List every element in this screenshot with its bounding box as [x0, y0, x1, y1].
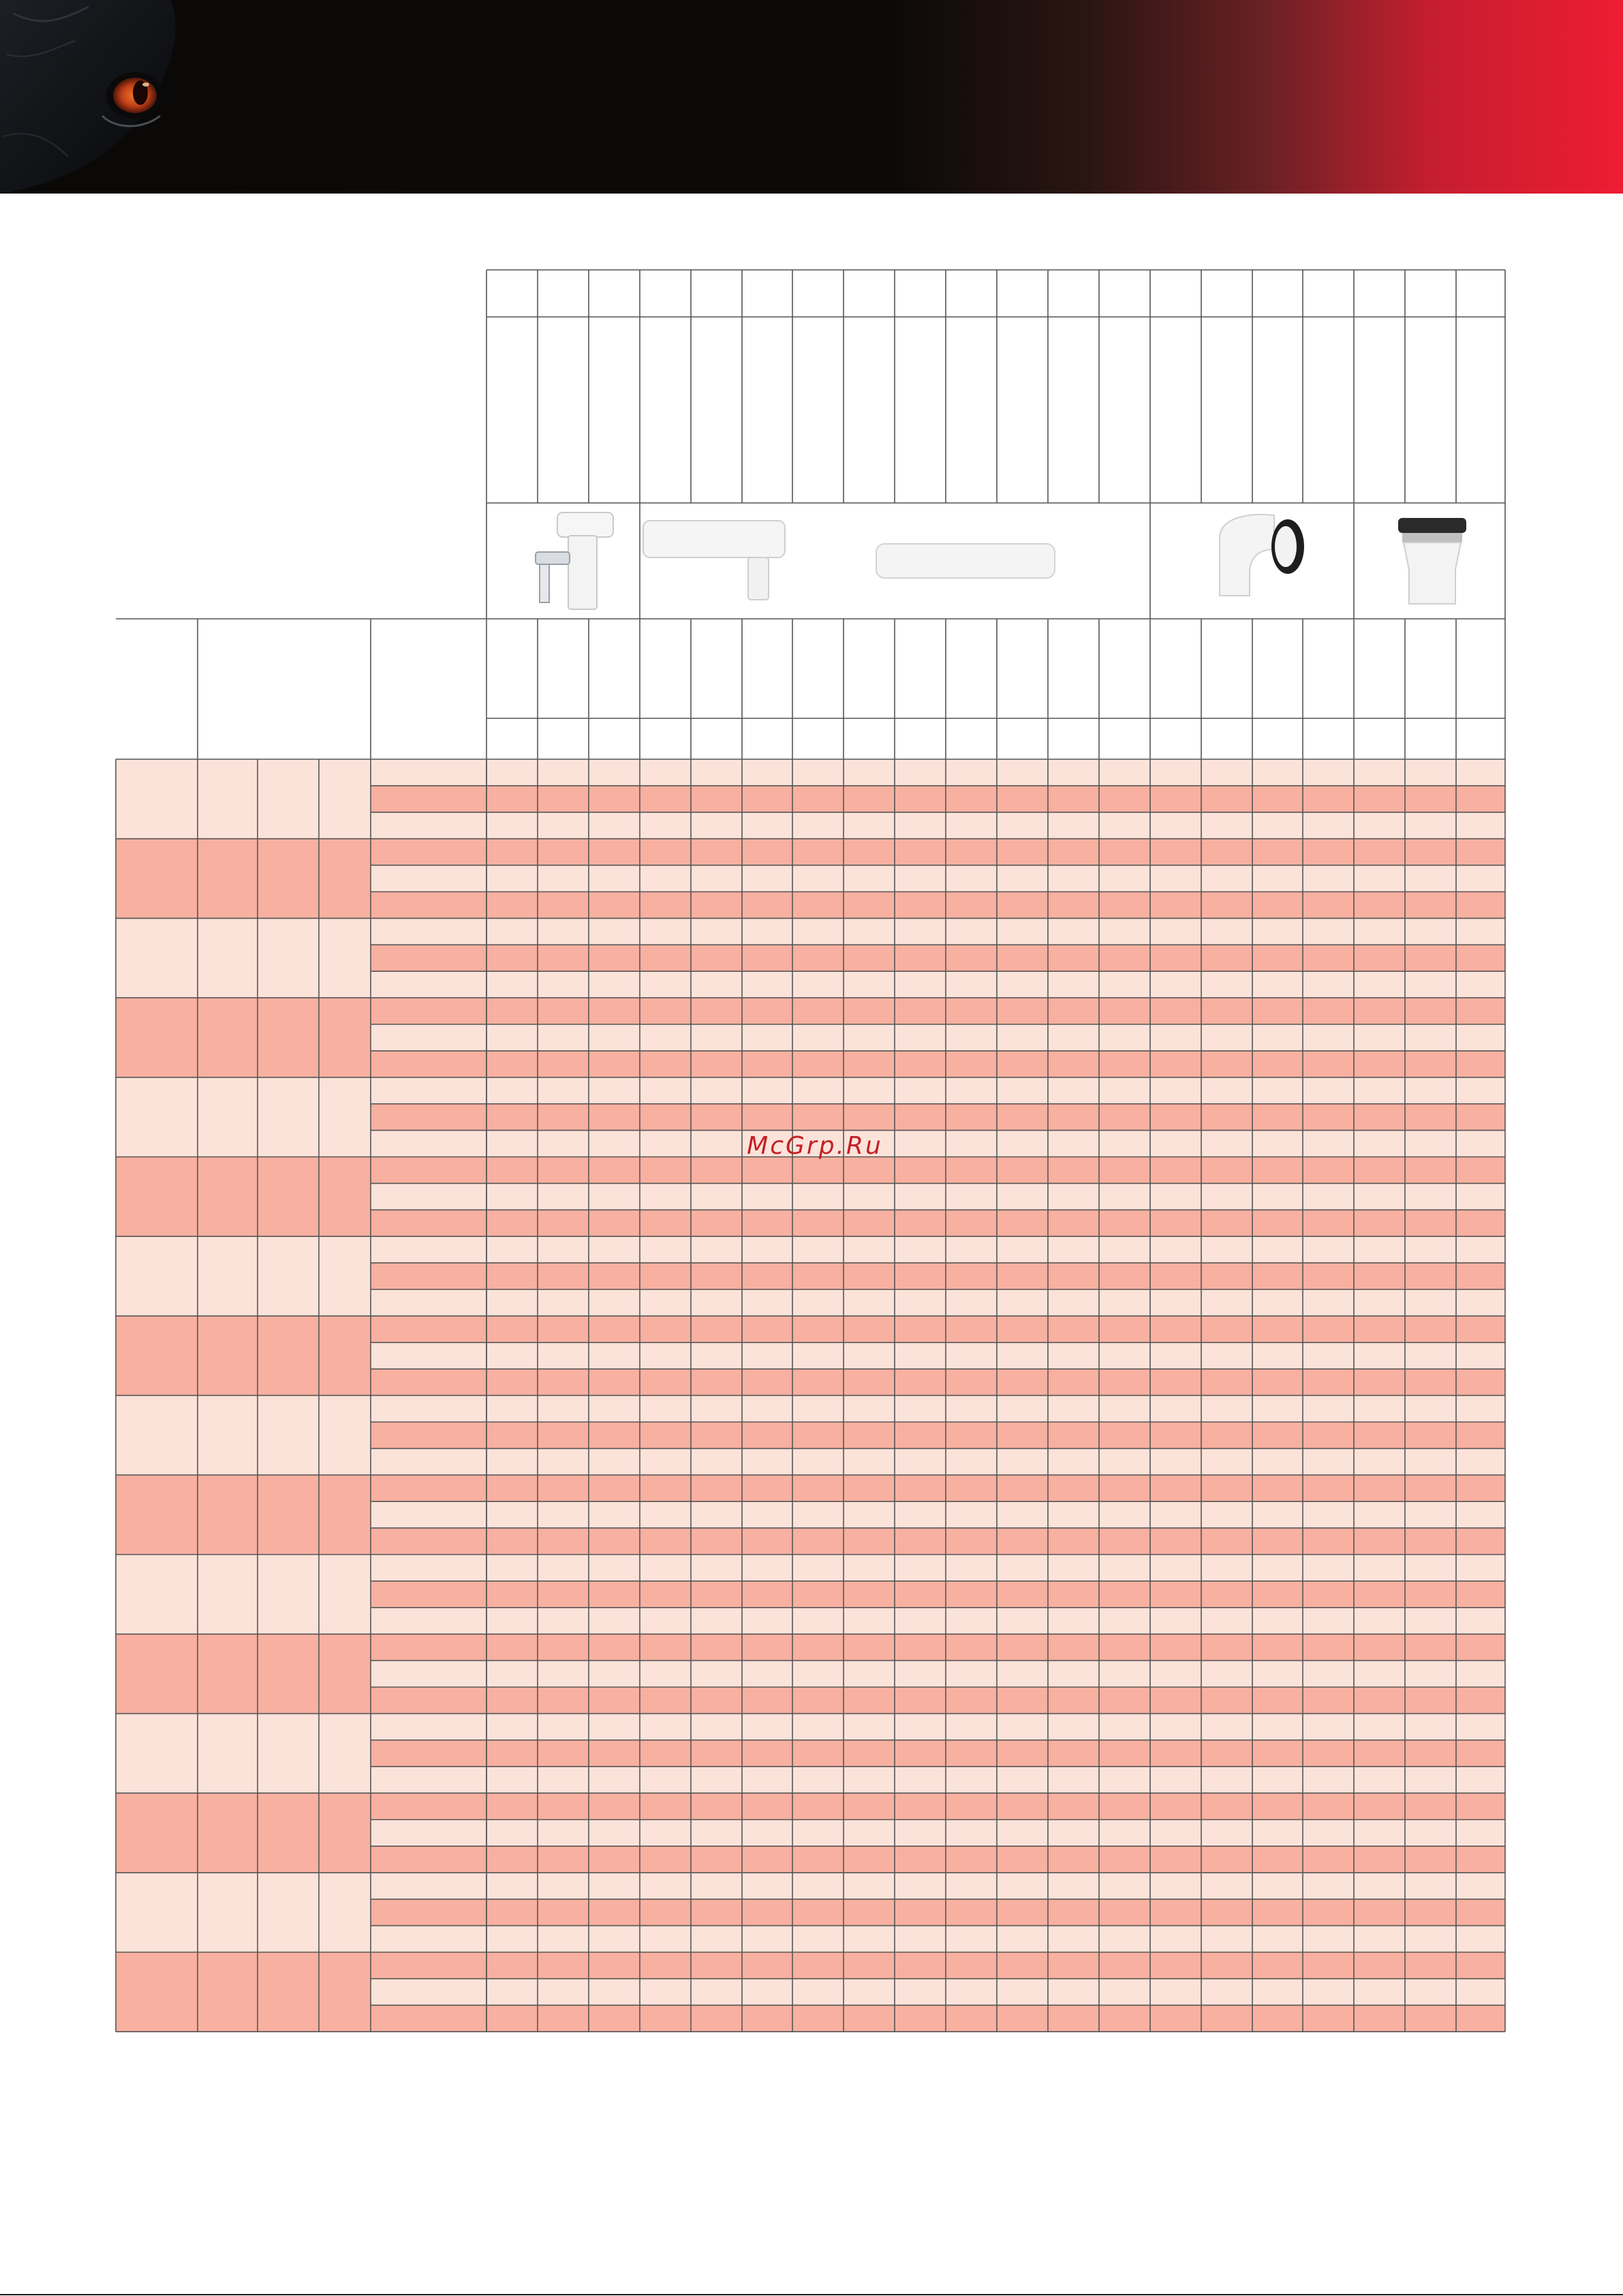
condensate-drain-fitting [535, 551, 570, 565]
table-row [371, 1050, 1505, 1078]
table-row [371, 1846, 1505, 1873]
table-row [371, 812, 1505, 840]
row-group-cell [116, 998, 371, 1078]
table-row [371, 2005, 1505, 2032]
row-group-cell [116, 1952, 371, 2032]
inspection-tee-branch [747, 557, 769, 600]
table-row [371, 1183, 1505, 1210]
table-row [371, 1607, 1505, 1635]
table-row [371, 1501, 1505, 1529]
table-row [371, 1687, 1505, 1714]
row-group-cell [116, 1555, 371, 1635]
table-row [371, 838, 1505, 866]
table-row [371, 998, 1505, 1025]
table-row [371, 1236, 1505, 1264]
row-group-cell [116, 1077, 371, 1157]
header-banner [0, 0, 1623, 194]
table-row [371, 918, 1505, 945]
table-row [371, 1660, 1505, 1687]
table-row [371, 1315, 1505, 1343]
table-row [371, 1952, 1505, 1979]
table-row [371, 1422, 1505, 1449]
table-row [371, 1820, 1505, 1847]
table-row [371, 1157, 1505, 1184]
table-row [371, 1793, 1505, 1820]
animal-eye-photo [0, 0, 176, 194]
table-row [371, 1130, 1505, 1157]
row-group-cell [116, 1395, 371, 1475]
straight-pipe-icon [876, 543, 1055, 579]
row-group-cell [116, 1315, 371, 1396]
table-row [371, 1077, 1505, 1105]
condensate-trap-tee-body [568, 535, 598, 610]
table-row [371, 971, 1505, 998]
row-group-cell [116, 1793, 371, 1873]
table-row [371, 1289, 1505, 1317]
row-group-cell [116, 759, 371, 840]
table-row [371, 759, 1505, 786]
table-row [371, 1263, 1505, 1290]
table-row [371, 1713, 1505, 1741]
row-group-cell [116, 1713, 371, 1794]
table-row [371, 1555, 1505, 1582]
row-group-cell [116, 918, 371, 998]
adapter-ring [1402, 533, 1462, 542]
table-row [371, 1634, 1505, 1662]
table-row [371, 1580, 1505, 1608]
table-row [371, 1024, 1505, 1052]
table-row [371, 1766, 1505, 1794]
watermark: McGrp.Ru [747, 1132, 883, 1160]
condensate-drain-pipe [539, 564, 550, 603]
row-group-cell [116, 1236, 371, 1317]
table-row [371, 945, 1505, 972]
table-row [371, 1368, 1505, 1396]
elbow-90-icon [1219, 514, 1275, 596]
row-group-cell [116, 1475, 371, 1555]
bottom-rule [0, 2294, 1623, 2295]
table-row [371, 865, 1505, 892]
row-group-cell [116, 1634, 371, 1714]
inspection-tee-icon [643, 520, 786, 558]
table-row [371, 1925, 1505, 1953]
table-row [371, 1872, 1505, 1900]
row-group-cell [116, 1157, 371, 1237]
table-row [371, 891, 1505, 919]
table-row [371, 1899, 1505, 1927]
table-row [371, 1103, 1505, 1131]
table-row [371, 1342, 1505, 1370]
row-group-cell [116, 838, 371, 919]
adapter-icon [1398, 518, 1466, 533]
table-row [371, 1978, 1505, 2006]
elbow-opening [1275, 526, 1297, 567]
table-row [371, 785, 1505, 813]
table-row [371, 1448, 1505, 1475]
table-row [371, 1740, 1505, 1767]
adapter-body [1402, 542, 1462, 604]
table-row [371, 1528, 1505, 1555]
table-row [371, 1475, 1505, 1502]
table-row [371, 1210, 1505, 1237]
condensate-trap-tee-icon [557, 512, 614, 538]
table-row [371, 1395, 1505, 1422]
row-group-cell [116, 1872, 371, 1953]
